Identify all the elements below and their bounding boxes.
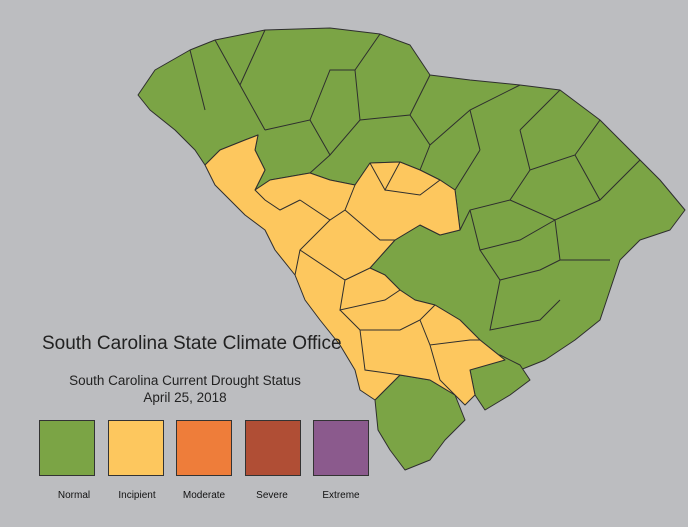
legend-label-moderate: Moderate: [182, 490, 226, 501]
map-subtitle: South Carolina Current Drought Status: [69, 373, 301, 388]
incipient-region: [204, 134, 506, 406]
legend-label-normal: Normal: [57, 490, 91, 501]
legend-swatch-severe: [245, 420, 301, 476]
legend-label-incipient: Incipient: [118, 490, 156, 501]
normal-region: [137, 27, 686, 471]
county-coastal-south: [469, 354, 531, 411]
legend-label-severe: Severe: [256, 490, 288, 501]
map-title: South Carolina State Climate Office: [42, 333, 342, 354]
county-incipient-band: [204, 134, 506, 406]
legend-swatch-extreme: [313, 420, 369, 476]
legend-swatch-incipient: [108, 420, 164, 476]
legend-swatch-normal: [39, 420, 95, 476]
legend-swatch-moderate: [176, 420, 232, 476]
legend-label-extreme: Extreme: [322, 490, 360, 501]
legend: Normal Incipient Moderate Severe Extreme: [39, 420, 379, 510]
map-date: April 25, 2018: [143, 390, 227, 405]
